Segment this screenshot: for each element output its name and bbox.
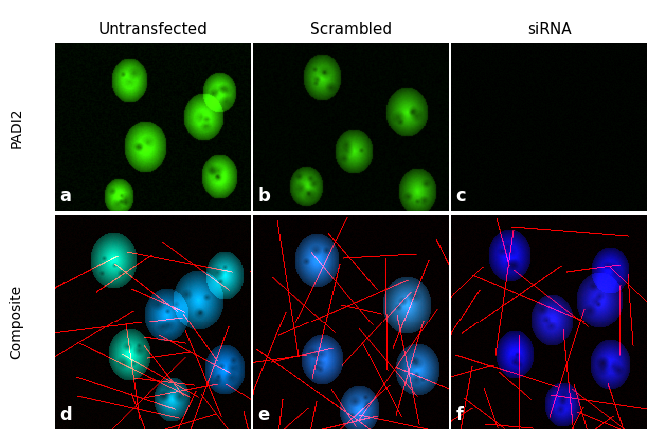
Text: d: d [59,407,72,424]
Text: Untransfected: Untransfected [99,22,207,36]
Text: b: b [257,187,270,205]
Text: Composite: Composite [10,284,23,359]
Text: e: e [257,407,270,424]
Text: a: a [59,187,71,205]
Text: Scrambled: Scrambled [310,22,392,36]
Text: PADI2: PADI2 [10,107,23,148]
Text: c: c [455,187,466,205]
Text: siRNA: siRNA [526,22,571,36]
Text: f: f [455,407,463,424]
